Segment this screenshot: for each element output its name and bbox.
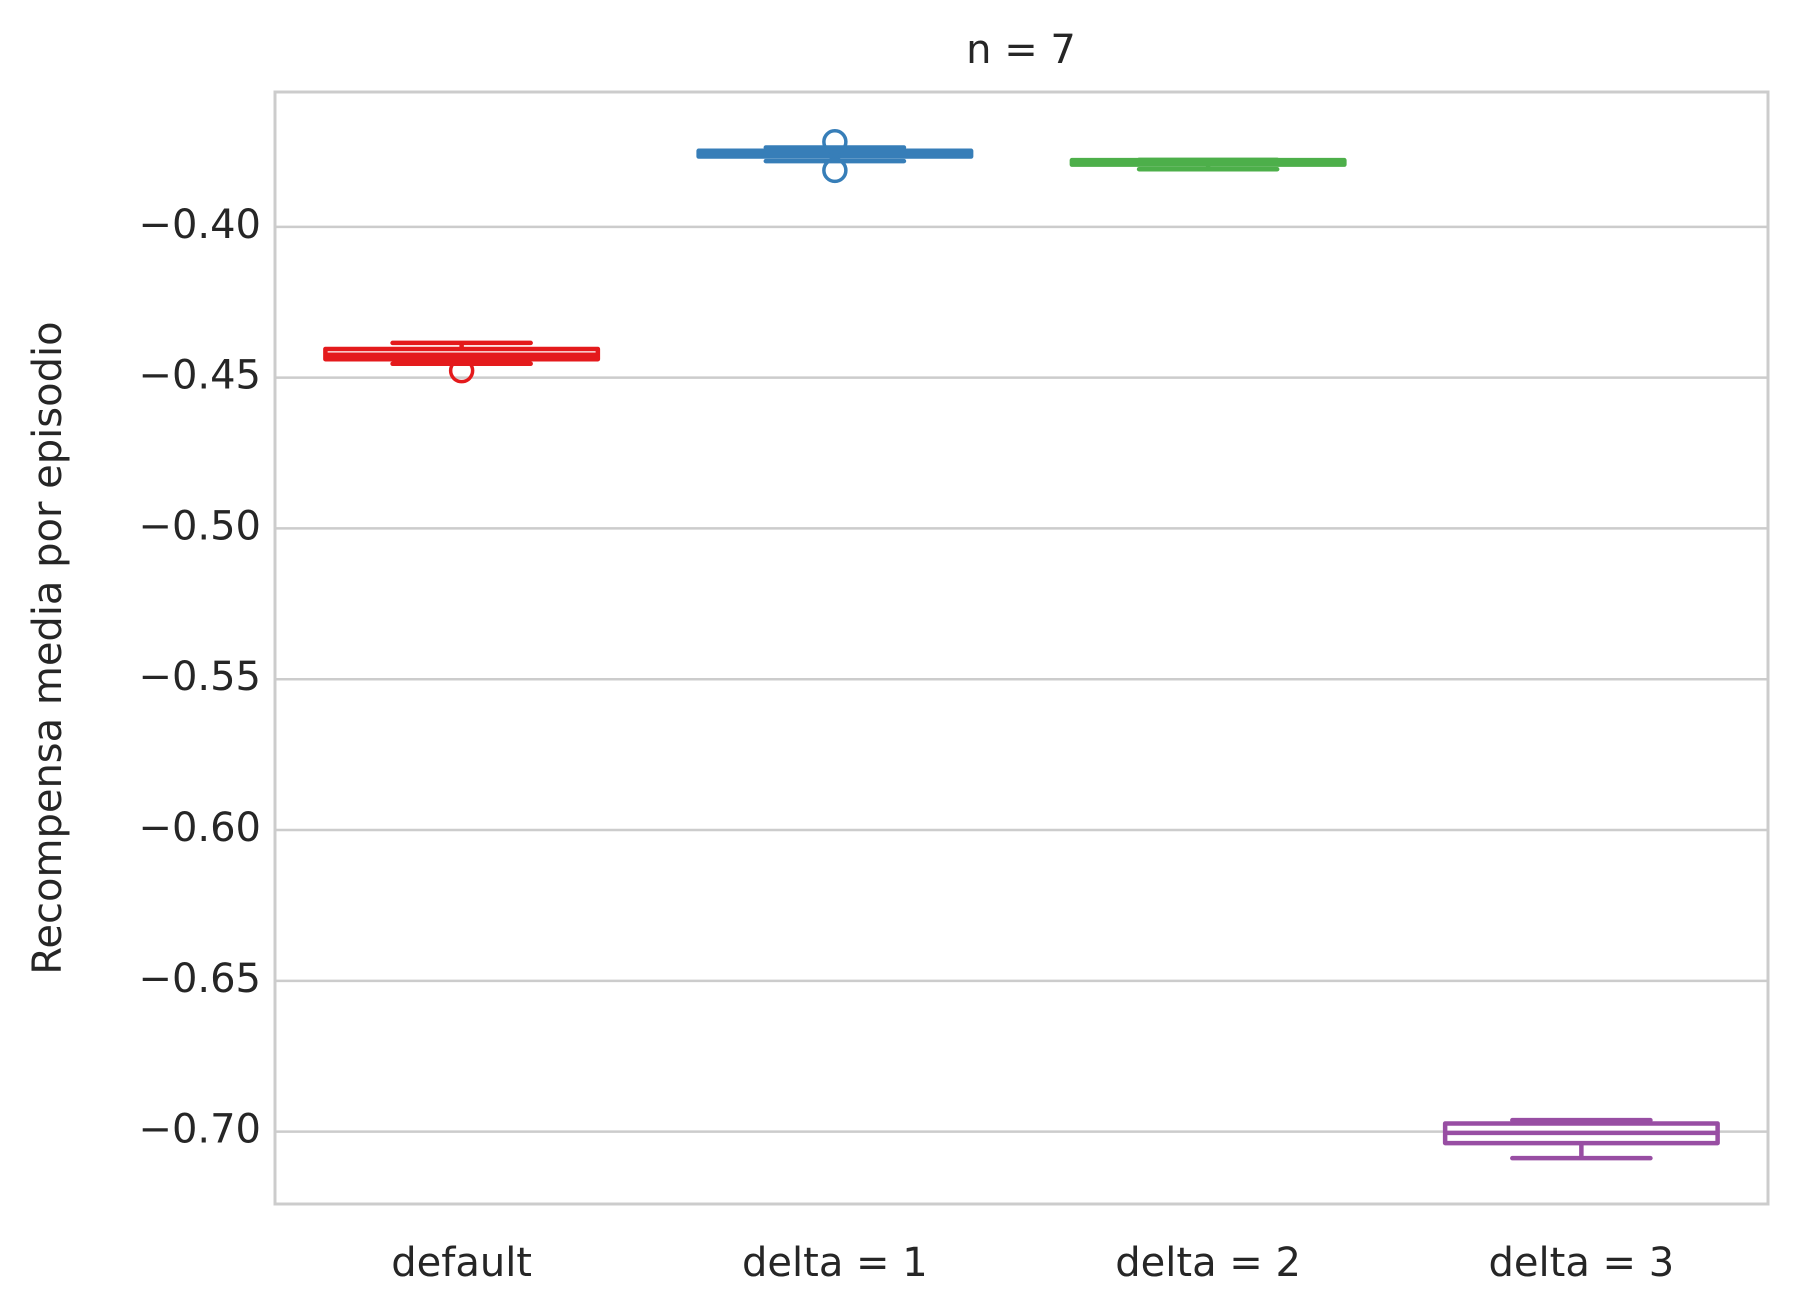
y-tick-label: −0.70	[138, 1107, 261, 1153]
y-tick-label: −0.65	[138, 956, 261, 1002]
x-tick-label: default	[391, 1240, 532, 1286]
chart-title: n = 7	[966, 27, 1076, 73]
y-tick-label: −0.55	[138, 654, 261, 700]
y-axis-label: Recompensa media por episodio	[25, 321, 71, 974]
outlier	[822, 157, 848, 184]
outlier	[822, 129, 848, 155]
y-tick-label: −0.60	[138, 805, 261, 851]
y-tick-label: −0.45	[138, 353, 261, 399]
x-tick-label: delta = 3	[1489, 1240, 1675, 1286]
x-tick-label: delta = 1	[742, 1240, 928, 1286]
plot-frame	[273, 90, 1770, 1206]
y-tick-label: −0.40	[138, 202, 261, 248]
outlier	[448, 357, 475, 384]
y-tick-label: −0.50	[138, 503, 261, 549]
x-tick-label: delta = 2	[1115, 1240, 1301, 1286]
